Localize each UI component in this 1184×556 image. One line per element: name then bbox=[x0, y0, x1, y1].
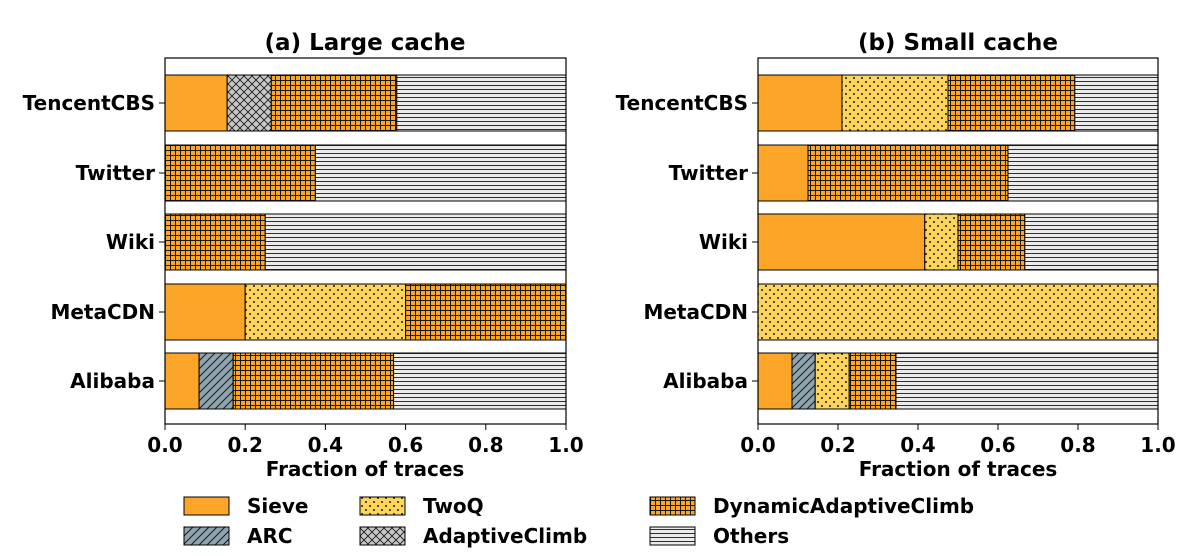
y-tick-label-tencent-cbs: TencentCBS bbox=[616, 91, 748, 115]
legend-item-dynamic-adaptive-climb: DynamicAdaptiveClimb bbox=[649, 494, 974, 518]
y-tick-label-meta-cdn: MetaCDN bbox=[50, 300, 155, 324]
bar-tencent-cbs-others bbox=[1074, 74, 1159, 132]
x-tick-label: 0.2 bbox=[820, 433, 855, 457]
x-tick-label: 1.0 bbox=[1140, 433, 1175, 457]
legend-item-arc: ARC bbox=[183, 524, 293, 548]
x-axis-label: Fraction of traces bbox=[266, 457, 465, 481]
x-tick-label: 0.6 bbox=[980, 433, 1015, 457]
bar-twitter-others bbox=[314, 144, 567, 202]
x-tick-label: 0.4 bbox=[900, 433, 935, 457]
bar-alibaba-sieve bbox=[757, 352, 793, 410]
legend-swatch-adaptive-climb bbox=[359, 526, 406, 546]
bar-meta-cdn-dynamic-adaptive-climb bbox=[405, 283, 567, 341]
bar-twitter-sieve bbox=[757, 144, 809, 202]
y-tick-label-wiki: Wiki bbox=[699, 230, 748, 254]
legend-item-others: Others bbox=[649, 524, 789, 548]
bar-wiki-dynamic-adaptive-climb bbox=[957, 213, 1026, 271]
panel-large-cache: (a) Large cache TencentCBS Twitter Wiki Met… bbox=[23, 30, 584, 481]
bar-alibaba-arc bbox=[791, 352, 816, 410]
y-tick-labels: TencentCBS Twitter Wiki MetaCDN Alibaba bbox=[616, 91, 758, 393]
legend-item-adaptive-climb: AdaptiveClimb bbox=[359, 524, 587, 548]
legend-swatch-dynamic-adaptive-climb bbox=[649, 496, 696, 516]
y-tick-label-wiki: Wiki bbox=[106, 230, 155, 254]
bar-tencent-cbs-others bbox=[396, 74, 567, 132]
bars bbox=[757, 74, 1159, 410]
x-tick-labels: 0.0 0.2 0.4 0.6 0.8 1.0 bbox=[740, 424, 1176, 457]
bar-tencent-cbs-two-q bbox=[841, 74, 949, 132]
legend-label-sieve: Sieve bbox=[247, 494, 308, 518]
legend-label-others: Others bbox=[713, 524, 789, 548]
bar-alibaba-sieve bbox=[164, 352, 200, 410]
y-tick-label-twitter: Twitter bbox=[669, 161, 748, 185]
legend-item-sieve: Sieve bbox=[183, 494, 308, 518]
bar-alibaba-dynamic-adaptive-climb bbox=[848, 352, 897, 410]
bar-alibaba-arc bbox=[198, 352, 234, 410]
legend-label-dynamic-adaptive-climb: DynamicAdaptiveClimb bbox=[713, 494, 974, 518]
bar-meta-cdn-two-q bbox=[244, 283, 407, 341]
bar-meta-cdn-two-q bbox=[757, 283, 1159, 341]
bar-wiki-others bbox=[1024, 213, 1159, 271]
bar-wiki-dynamic-adaptive-climb bbox=[164, 213, 266, 271]
x-tick-label: 0.4 bbox=[308, 433, 343, 457]
bar-alibaba-others bbox=[895, 352, 1159, 410]
bar-tencent-cbs-sieve bbox=[164, 74, 228, 132]
bar-tencent-cbs-sieve bbox=[757, 74, 843, 132]
bar-tencent-cbs-adaptive-climb bbox=[226, 74, 272, 132]
bars bbox=[164, 74, 567, 410]
x-tick-label: 0.0 bbox=[147, 433, 182, 457]
chart-title: (b) Small cache bbox=[858, 30, 1058, 56]
y-tick-labels: TencentCBS Twitter Wiki MetaCDN Alibaba bbox=[23, 91, 165, 393]
x-axis-label: Fraction of traces bbox=[859, 457, 1058, 481]
bar-twitter-dynamic-adaptive-climb bbox=[807, 144, 1009, 202]
bar-wiki-others bbox=[264, 213, 567, 271]
x-tick-label: 1.0 bbox=[548, 433, 583, 457]
bar-tencent-cbs-dynamic-adaptive-climb bbox=[947, 74, 1076, 132]
bar-tencent-cbs-dynamic-adaptive-climb bbox=[270, 74, 398, 132]
bar-wiki-two-q bbox=[924, 213, 959, 271]
x-tick-label: 0.8 bbox=[468, 433, 503, 457]
bar-alibaba-dynamic-adaptive-climb bbox=[232, 352, 395, 410]
legend-swatch-two-q bbox=[359, 496, 406, 516]
x-tick-labels: 0.0 0.2 0.4 0.6 0.8 1.0 bbox=[147, 424, 584, 457]
bar-wiki-sieve bbox=[757, 213, 926, 271]
bar-alibaba-two-q bbox=[814, 352, 850, 410]
plot-frame bbox=[757, 57, 1159, 425]
chart-title: (a) Large cache bbox=[265, 30, 466, 56]
legend-label-adaptive-climb: AdaptiveClimb bbox=[423, 524, 587, 548]
panel-small-cache: (b) Small cache TencentCBS Twitter Wiki Met… bbox=[616, 30, 1176, 481]
bar-meta-cdn-sieve bbox=[164, 283, 246, 341]
plot-frame bbox=[164, 57, 567, 425]
x-tick-label: 0.8 bbox=[1060, 433, 1095, 457]
bar-alibaba-others bbox=[393, 352, 567, 410]
legend-label-arc: ARC bbox=[247, 524, 293, 548]
legend-label-two-q: TwoQ bbox=[423, 494, 484, 518]
legend-item-two-q: TwoQ bbox=[359, 494, 484, 518]
y-tick-label-meta-cdn: MetaCDN bbox=[643, 300, 748, 324]
y-tick-label-twitter: Twitter bbox=[76, 161, 155, 185]
legend-swatch-sieve bbox=[183, 496, 230, 516]
y-tick-label-tencent-cbs: TencentCBS bbox=[23, 91, 155, 115]
legend-swatch-others bbox=[649, 526, 696, 546]
legend-swatch-arc bbox=[183, 526, 230, 546]
y-tick-label-alibaba: Alibaba bbox=[663, 369, 748, 393]
x-tick-label: 0.2 bbox=[227, 433, 262, 457]
bar-twitter-dynamic-adaptive-climb bbox=[164, 144, 316, 202]
x-tick-label: 0.0 bbox=[740, 433, 775, 457]
y-tick-label-alibaba: Alibaba bbox=[70, 369, 155, 393]
legend: Sieve ARC TwoQ AdaptiveClimb DynamicAdaptive… bbox=[183, 494, 974, 548]
bar-twitter-others bbox=[1007, 144, 1159, 202]
x-tick-label: 0.6 bbox=[388, 433, 423, 457]
